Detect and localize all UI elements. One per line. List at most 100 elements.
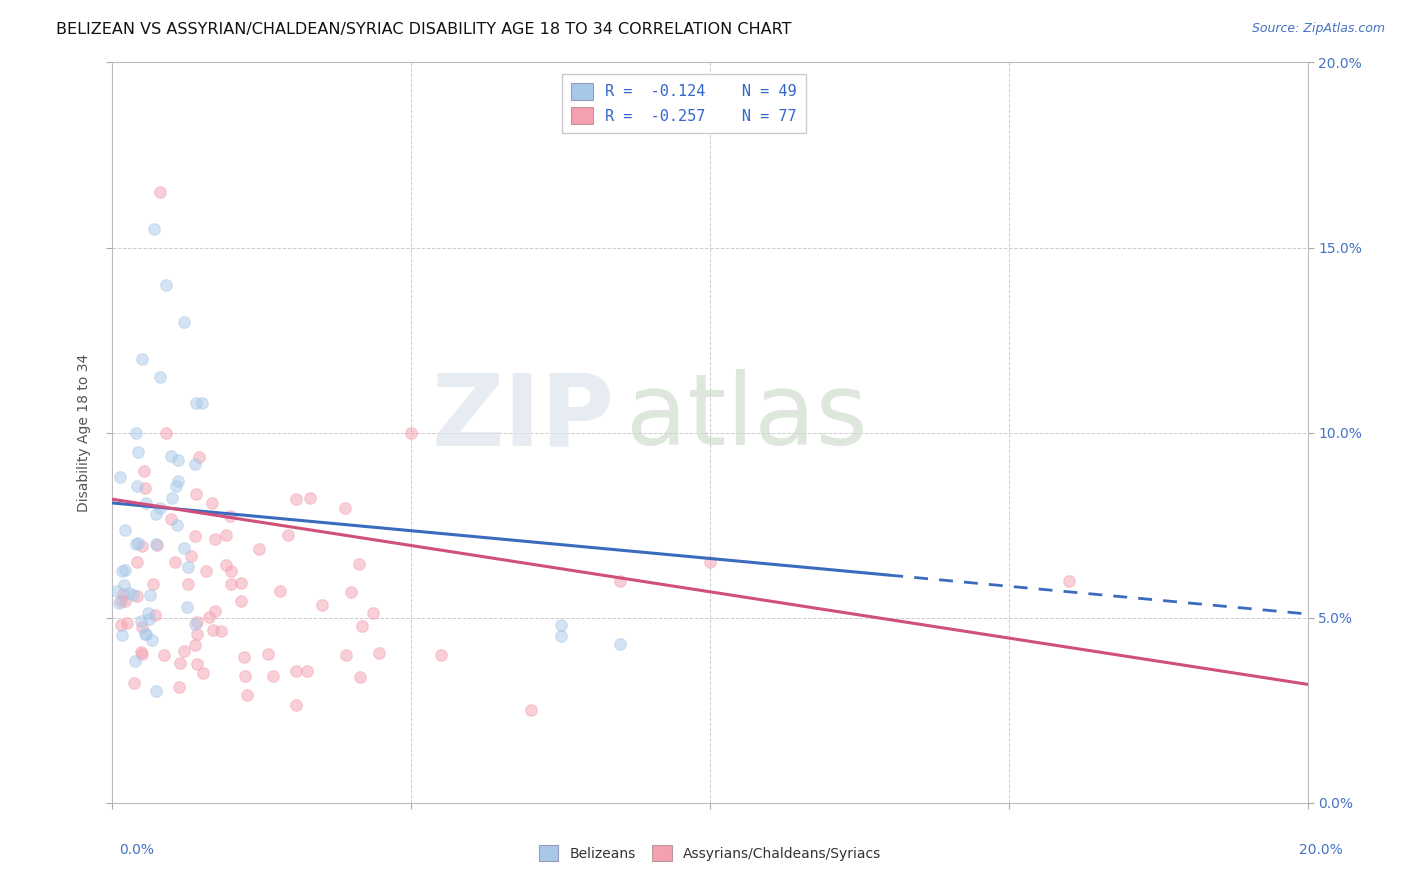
Text: Source: ZipAtlas.com: Source: ZipAtlas.com — [1251, 22, 1385, 36]
Point — [219, 577, 242, 591]
Point — [166, 518, 188, 533]
Point — [235, 668, 257, 682]
Point — [204, 532, 226, 546]
Point — [108, 596, 131, 610]
Point — [165, 555, 187, 569]
Point — [186, 657, 208, 671]
Point — [186, 615, 208, 629]
Point — [149, 370, 172, 384]
Point — [347, 557, 370, 571]
Point — [173, 541, 195, 555]
Point — [131, 539, 153, 553]
Text: 20.0%: 20.0% — [1299, 843, 1343, 857]
Point — [194, 564, 217, 578]
Point — [236, 688, 259, 702]
Point — [114, 563, 136, 577]
Point — [349, 670, 371, 684]
Point — [129, 645, 152, 659]
Point — [155, 277, 177, 292]
Point — [233, 649, 256, 664]
Point — [143, 608, 166, 623]
Point — [215, 528, 238, 542]
Point — [214, 558, 236, 573]
Point — [127, 536, 149, 550]
Point — [184, 638, 207, 652]
Point — [160, 512, 183, 526]
Point — [167, 681, 190, 695]
Point — [124, 537, 146, 551]
Point — [333, 500, 356, 515]
Point — [139, 588, 162, 602]
Point — [135, 626, 157, 640]
Point — [262, 669, 284, 683]
Point — [122, 588, 145, 602]
Point — [269, 584, 291, 599]
Point — [122, 676, 145, 690]
Point — [186, 396, 208, 410]
Point — [297, 664, 319, 678]
Point — [173, 644, 195, 658]
Point — [231, 575, 253, 590]
Point — [204, 604, 226, 618]
Point — [209, 624, 232, 638]
Point — [142, 576, 165, 591]
Point — [350, 619, 373, 633]
Point — [135, 496, 157, 510]
Point — [699, 555, 721, 569]
Point — [111, 628, 134, 642]
Point — [184, 457, 207, 471]
Point — [180, 549, 202, 563]
Point — [298, 491, 321, 505]
Text: atlas: atlas — [627, 369, 868, 467]
Text: 0.0%: 0.0% — [120, 843, 155, 857]
Point — [520, 703, 543, 717]
Point — [609, 637, 631, 651]
Point — [184, 487, 207, 501]
Point — [131, 620, 153, 634]
Point — [188, 450, 211, 464]
Point — [340, 585, 363, 599]
Point — [229, 594, 252, 608]
Point — [131, 351, 153, 366]
Point — [111, 564, 134, 578]
Point — [114, 594, 136, 608]
Text: ZIP: ZIP — [432, 369, 614, 467]
Point — [108, 469, 131, 483]
Point — [177, 559, 200, 574]
Point — [401, 425, 423, 440]
Point — [277, 528, 299, 542]
Point — [145, 683, 167, 698]
Point — [138, 612, 160, 626]
Text: BELIZEAN VS ASSYRIAN/CHALDEAN/SYRIAC DISABILITY AGE 18 TO 34 CORRELATION CHART: BELIZEAN VS ASSYRIAN/CHALDEAN/SYRIAC DIS… — [56, 22, 792, 37]
Point — [198, 610, 221, 624]
Point — [609, 574, 631, 588]
Point — [165, 479, 187, 493]
Point — [152, 648, 174, 662]
Point — [160, 449, 183, 463]
Point — [136, 606, 159, 620]
Point — [145, 536, 167, 550]
Point — [257, 648, 280, 662]
Point — [368, 646, 391, 660]
Point — [112, 587, 135, 601]
Point — [124, 654, 146, 668]
Point — [550, 618, 572, 632]
Point — [134, 627, 156, 641]
Point — [125, 555, 148, 569]
Point — [169, 656, 191, 670]
Point — [166, 475, 188, 489]
Point — [191, 396, 214, 410]
Point — [200, 496, 222, 510]
Point — [114, 577, 136, 591]
Point — [1057, 574, 1080, 588]
Point — [184, 529, 207, 543]
Point — [105, 584, 128, 599]
Point — [176, 599, 198, 614]
Point — [184, 616, 207, 631]
Legend: Belizeans, Assyrians/Chaldeans/Syriacs: Belizeans, Assyrians/Chaldeans/Syriacs — [533, 840, 887, 866]
Point — [284, 664, 307, 678]
Point — [149, 185, 172, 199]
Point — [115, 615, 138, 630]
Point — [160, 491, 183, 505]
Point — [193, 665, 215, 680]
